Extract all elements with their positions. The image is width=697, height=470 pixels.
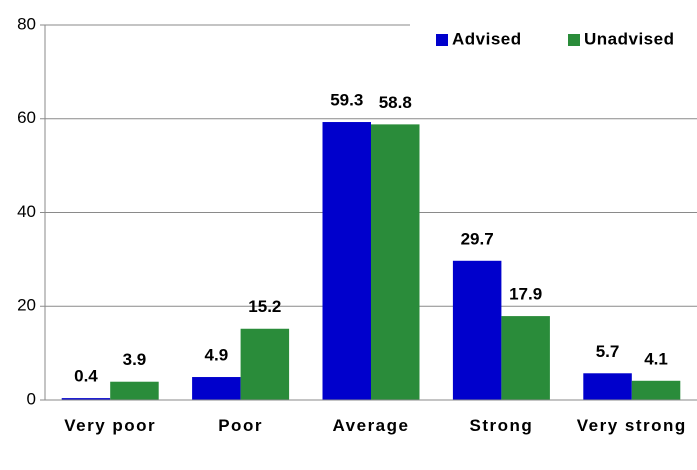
x-tick-label: Very strong: [576, 416, 687, 435]
y-tick-label: 40: [17, 202, 36, 221]
value-label: 17.9: [509, 285, 542, 304]
legend-label: Unadvised: [584, 29, 674, 48]
value-label: 0.4: [74, 367, 98, 386]
bar: [192, 377, 241, 400]
x-label-box: Poor: [218, 416, 263, 435]
y-tick-label: 60: [17, 108, 36, 127]
bar: [240, 328, 290, 400]
value-label: 15.2: [248, 297, 281, 316]
value-label: 58.8: [379, 93, 412, 112]
x-label-box: Strong: [469, 416, 534, 435]
x-label-box: Very poor: [64, 416, 157, 435]
legend-swatch: [568, 34, 580, 46]
x-tick-label: Strong: [469, 416, 534, 435]
value-label: 59.3: [330, 91, 363, 110]
bar: [110, 381, 159, 400]
x-tick-label: Poor: [218, 416, 263, 435]
value-label: 3.9: [123, 350, 147, 369]
x-tick-label: Very poor: [64, 416, 157, 435]
x-label-box: Very strong: [576, 416, 687, 435]
legend-swatch: [436, 34, 448, 46]
bar: [583, 373, 632, 400]
x-label-box: Average: [332, 416, 410, 435]
value-label: 29.7: [461, 229, 494, 248]
x-tick-label: Average: [332, 416, 410, 435]
y-tick-label: 0: [27, 389, 36, 408]
legend-label: Advised: [452, 29, 522, 48]
value-label: 4.1: [644, 349, 668, 368]
bar: [322, 122, 371, 400]
bar: [501, 316, 550, 400]
y-tick-label: 80: [17, 14, 36, 33]
y-tick-label: 20: [17, 296, 36, 315]
legend-bg: [425, 27, 697, 55]
bar: [452, 260, 502, 400]
value-label: 5.7: [596, 342, 620, 361]
value-label: 4.9: [205, 346, 229, 365]
bar: [631, 380, 681, 400]
bar: [61, 398, 111, 400]
bar: [371, 124, 420, 400]
